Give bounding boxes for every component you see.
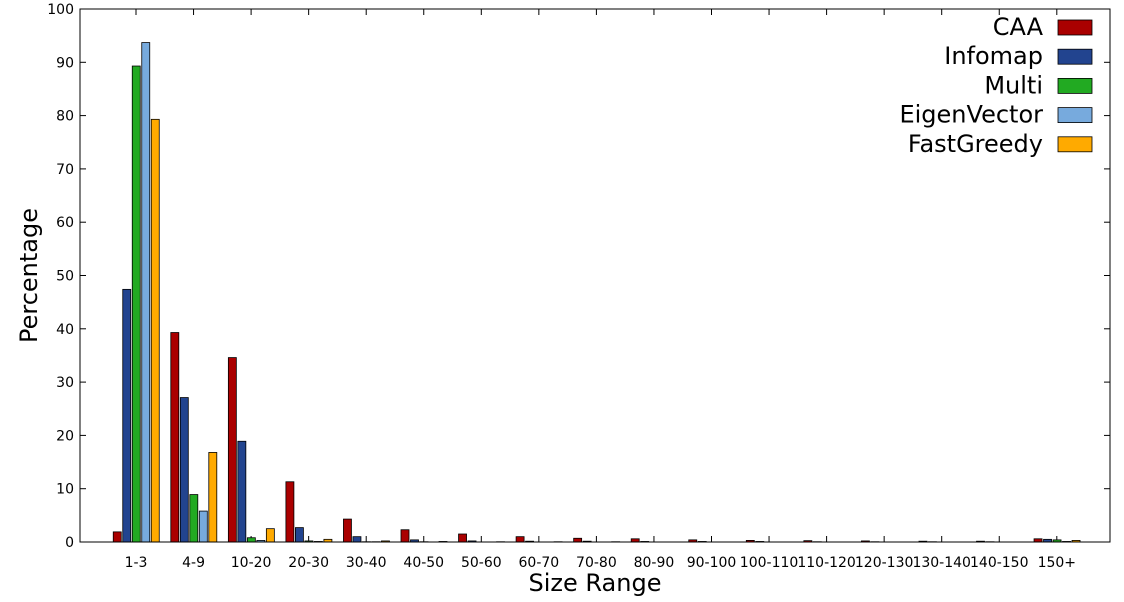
y-tick-label: 90 xyxy=(56,55,74,71)
y-tick-label: 40 xyxy=(56,322,74,338)
x-tick-label: 120-130 xyxy=(855,555,914,571)
y-tick-label: 50 xyxy=(56,269,74,285)
bar-caa-40-50 xyxy=(400,529,410,543)
bar-multi-4-9 xyxy=(189,494,199,543)
x-axis: 1-3 4-9 10-20 20-30 30-40 40-50 50-60 60-70 70-8… xyxy=(125,9,1076,571)
legend-swatch-fastgreedy xyxy=(1057,136,1093,153)
x-tick-label: 90-100 xyxy=(687,555,737,571)
x-tick-label: 1-3 xyxy=(125,555,148,571)
bar-eigenvector-4-9 xyxy=(198,510,208,543)
bar-eigenvector-1-3 xyxy=(141,42,151,543)
bar-multi-10-20 xyxy=(246,537,256,543)
x-axis-label: Size Range xyxy=(529,569,662,597)
x-tick-label: 70-80 xyxy=(576,555,617,571)
bar-infomap-10-20 xyxy=(237,440,247,543)
x-tick-label: 150+ xyxy=(1038,555,1076,571)
bar-caa-60-70 xyxy=(515,536,525,543)
legend-swatch-multi xyxy=(1057,78,1093,94)
bar-caa-1-3 xyxy=(112,531,122,543)
x-tick-label: 50-60 xyxy=(461,555,502,571)
legend-swatch-caa xyxy=(1057,19,1093,36)
x-tick-label: 4-9 xyxy=(182,555,205,571)
bar-infomap-4-9 xyxy=(179,397,189,543)
bar-fastgreedy-10-20 xyxy=(265,528,275,543)
legend-label-eigenvector: EigenVector xyxy=(899,101,1043,129)
bar-fastgreedy-1-3 xyxy=(150,118,160,543)
x-tick-label: 30-40 xyxy=(346,555,387,571)
y-tick-label: 10 xyxy=(56,482,74,498)
legend-swatch-infomap xyxy=(1057,48,1093,65)
bar-infomap-30-40 xyxy=(352,536,362,543)
y-tick-label: 0 xyxy=(65,535,74,551)
bars xyxy=(112,42,1081,543)
x-tick-label: 80-90 xyxy=(634,555,675,571)
x-tick-label: 20-30 xyxy=(288,555,329,571)
bar-caa-50-60 xyxy=(458,533,467,543)
bar-fastgreedy-4-9 xyxy=(208,452,218,543)
y-tick-label: 20 xyxy=(56,428,74,444)
x-tick-label: 110-120 xyxy=(797,555,856,571)
y-tick-label: 100 xyxy=(47,2,74,18)
bar-caa-10-20 xyxy=(227,357,237,543)
bar-caa-20-30 xyxy=(285,481,295,543)
legend-label-fastgreedy: FastGreedy xyxy=(908,130,1043,158)
legend-swatch-eigenvector xyxy=(1057,107,1093,123)
y-tick-label: 70 xyxy=(56,162,74,178)
x-tick-label: 140-150 xyxy=(970,555,1029,571)
x-tick-label: 130-140 xyxy=(912,555,971,571)
bar-caa-30-40 xyxy=(343,518,352,543)
legend-label-caa: CAA xyxy=(993,13,1044,41)
bar-caa-70-80 xyxy=(573,537,583,543)
plot-area xyxy=(79,8,1111,543)
legend-label-multi: Multi xyxy=(984,71,1043,99)
x-tick-label: 40-50 xyxy=(403,555,444,571)
y-axis-label: Percentage xyxy=(15,208,43,343)
bar-caa-4-9 xyxy=(170,332,180,543)
y-tick-label: 60 xyxy=(56,215,74,231)
x-tick-label: 10-20 xyxy=(231,555,272,571)
y-tick-label: 30 xyxy=(56,375,74,391)
bar-infomap-20-30 xyxy=(294,527,304,543)
y-axis: 0 10 20 30 40 50 60 70 80 90 100 xyxy=(47,2,1110,551)
x-tick-label: 100-110 xyxy=(740,555,799,571)
bar-infomap-1-3 xyxy=(122,288,132,543)
y-tick-label: 80 xyxy=(56,109,74,125)
legend-label-infomap: Infomap xyxy=(944,42,1043,70)
bar-multi-1-3 xyxy=(131,65,141,543)
x-tick-label: 60-70 xyxy=(519,555,560,571)
